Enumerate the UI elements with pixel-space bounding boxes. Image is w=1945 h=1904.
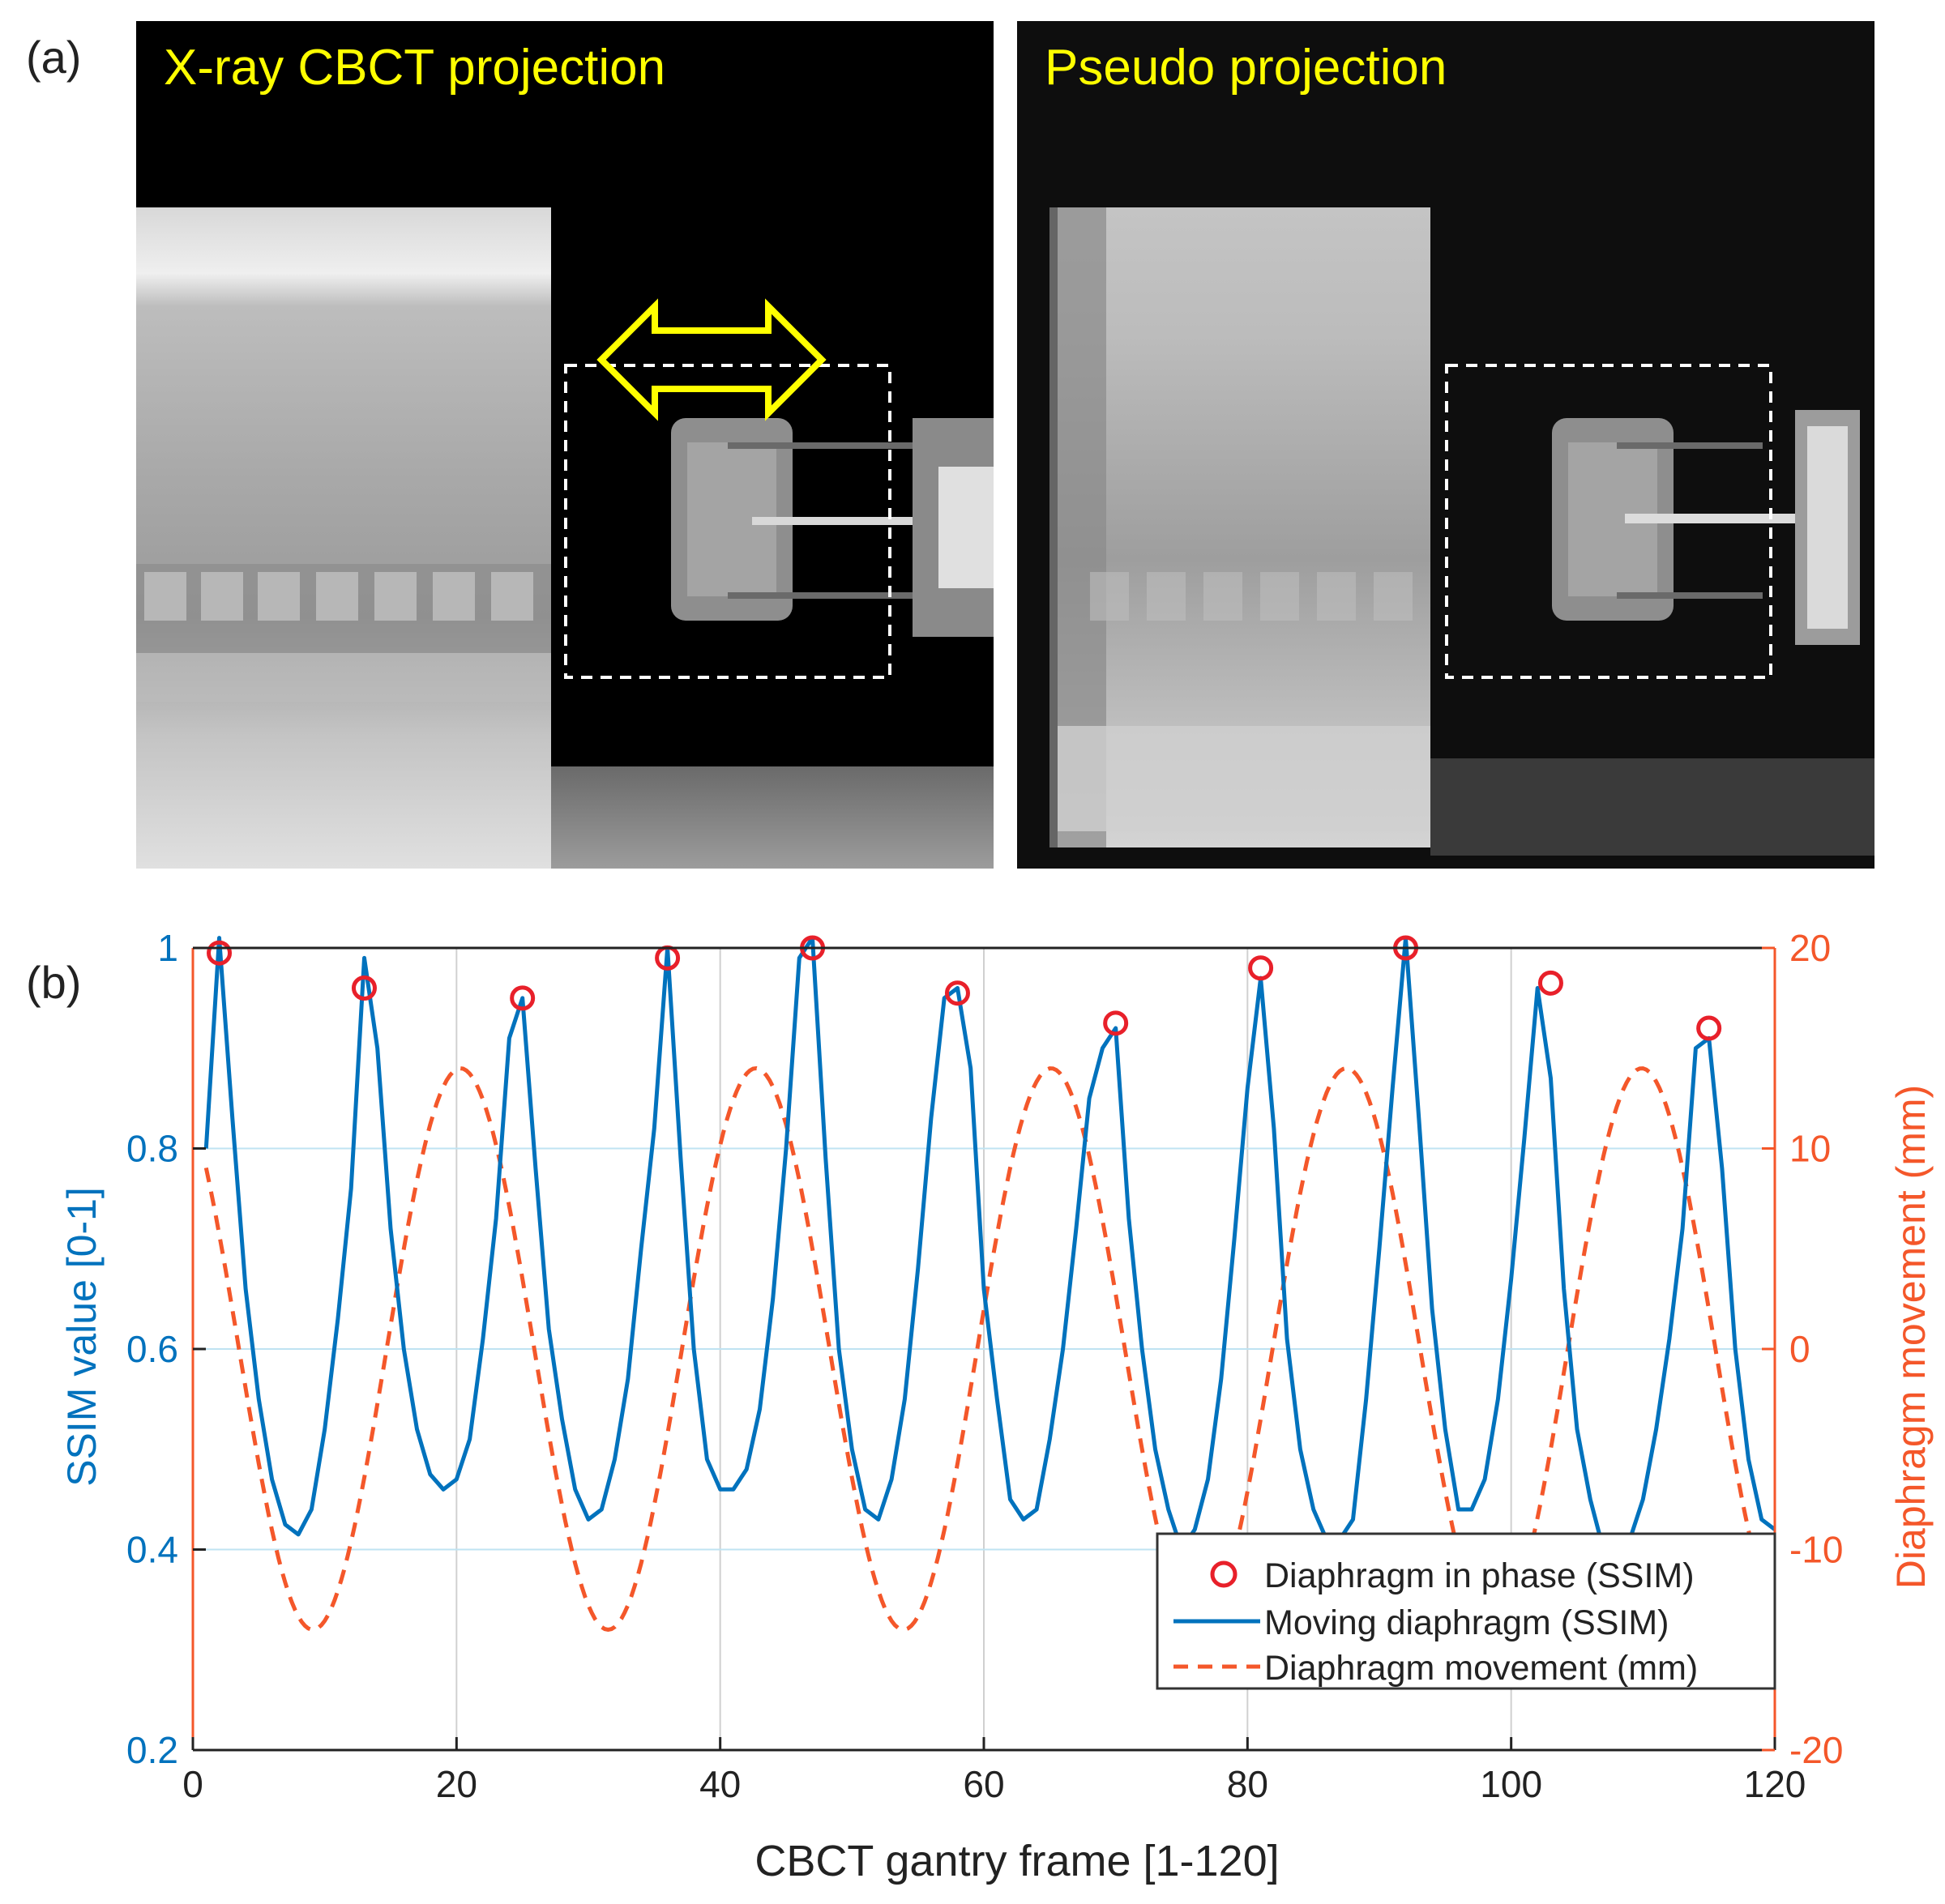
xray-cbct-title: X-ray CBCT projection [164,40,666,96]
legend-label-in-phase: Diaphragm in phase (SSIM) [1264,1556,1695,1595]
in-phase-marker [1696,1015,1722,1041]
y-axis-right-label: Diaphragm movement (mm) [1888,1085,1934,1589]
chart-ticks: 0 20 40 60 80 100 120 0.2 0.4 0.6 0.8 1 -20 -10 0 10 20 [126,927,1843,1805]
in-phase-marker [1248,955,1274,981]
x-axis-label: CBCT gantry frame [1-120] [754,1837,1279,1885]
y-left-tick-label: 0.2 [126,1729,178,1771]
panel-a-label: (a) [26,32,82,83]
panel-b-label: (b) [26,957,82,1008]
legend-marker-in-phase [1210,1560,1238,1588]
x-tick-label: 60 [963,1763,1004,1805]
xray-cbct-projection-image: X-ray CBCT projection [136,21,994,869]
in-phase-marker [1537,970,1563,996]
legend-box [1156,1532,1776,1690]
y-right-tick-label: -20 [1789,1729,1843,1771]
y-left-tick-label: 1 [157,927,178,969]
pseudo-projection-title: Pseudo projection [1045,40,1447,96]
in-phase-marker [1103,1010,1129,1036]
x-tick-label: 20 [436,1763,477,1805]
x-tick-label: 120 [1744,1763,1806,1805]
y-axis-left-label: SSIM value [0-1] [59,1187,105,1487]
in-phase-marker [944,980,970,1006]
moving-diaphragm-ssim-line [203,936,1776,1557]
pseudo-projection-drawing [1017,21,1874,869]
y-right-tick-label: 0 [1789,1328,1810,1370]
x-tick-label: 40 [699,1763,741,1805]
legend-label-ssim: Moving diaphragm (SSIM) [1264,1603,1669,1642]
chart-series [203,935,1776,1633]
pseudo-projection-image: Pseudo projection [1017,21,1874,869]
y-right-tick-label: -10 [1789,1529,1843,1571]
legend-label-movement: Diaphragm movement (mm) [1264,1649,1698,1688]
xray-cbct-drawing [136,21,994,869]
y-right-tick-label: 10 [1789,1128,1831,1170]
ssim-chart: 0 20 40 60 80 100 1200.20.40.60.81-20-1001020 … [59,927,1934,1885]
in-phase-marker [510,985,536,1011]
y-left-tick-label: 0.6 [126,1328,178,1370]
in-phase-marker [207,940,233,966]
y-left-tick-label: 0.8 [126,1128,178,1170]
in-phase-marker [351,975,377,1001]
y-right-tick-label: 20 [1789,927,1831,969]
x-tick-label: 100 [1480,1763,1542,1805]
x-tick-label: 80 [1227,1763,1268,1805]
x-tick-label: 0 [182,1763,203,1805]
chart-legend: Diaphragm in phase (SSIM) Moving diaphra… [1156,1532,1776,1690]
y-left-tick-label: 0.4 [126,1529,178,1571]
